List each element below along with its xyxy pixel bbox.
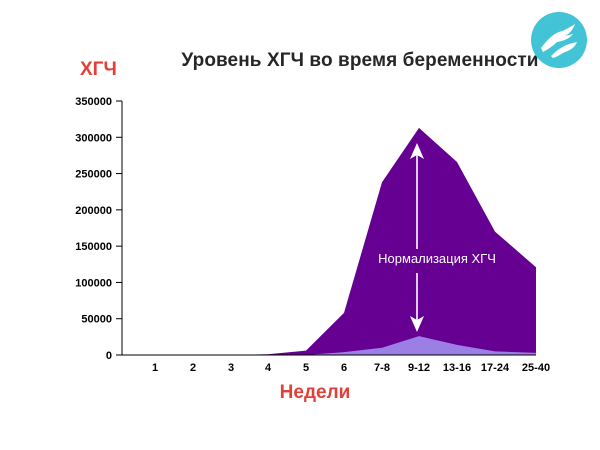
y-tick-label: 300000 <box>75 132 112 144</box>
y-tick-label: 350000 <box>75 96 112 108</box>
arrow-head-up <box>410 143 424 159</box>
y-tick-label: 250000 <box>75 169 112 181</box>
y-tick-label: 150000 <box>75 241 112 253</box>
x-tick-label: 25-40 <box>522 362 550 374</box>
y-axis-label: ХГЧ <box>80 59 117 80</box>
y-tick-label: 0 <box>106 350 112 362</box>
x-tick-label: 4 <box>265 362 272 374</box>
normalization-annotation: Нормализация ХГЧ <box>378 251 496 266</box>
x-tick-label: 6 <box>341 362 347 374</box>
x-tick-label: 2 <box>190 362 196 374</box>
x-tick-label: 17-24 <box>481 362 510 374</box>
x-tick-label: 3 <box>228 362 234 374</box>
y-tick-label: 50000 <box>81 314 112 326</box>
series-lower-area <box>155 336 536 355</box>
y-axis-ticks: 0 50000 100000 150000 200000 250000 300000 3500… <box>75 96 122 362</box>
y-tick-label: 200000 <box>75 205 112 217</box>
normalization-arrow <box>410 143 424 332</box>
chart-title: Уровень ХГЧ во время беременности <box>181 50 539 71</box>
x-axis-tick-labels: 1 2 3 4 5 6 7-8 9-12 13-16 17-24 25-40 <box>152 362 550 374</box>
x-tick-label: 7-8 <box>374 362 390 374</box>
x-tick-label: 1 <box>152 362 158 374</box>
x-tick-label: 9-12 <box>408 362 430 374</box>
hands-logo-icon <box>529 10 589 70</box>
chart-areas <box>155 127 536 355</box>
x-axis-label: Недели <box>279 382 351 403</box>
y-tick-label: 100000 <box>75 277 112 289</box>
series-upper-area <box>155 127 536 355</box>
x-tick-label: 13-16 <box>443 362 471 374</box>
arrow-head-down <box>410 316 424 332</box>
x-tick-label: 5 <box>303 362 309 374</box>
